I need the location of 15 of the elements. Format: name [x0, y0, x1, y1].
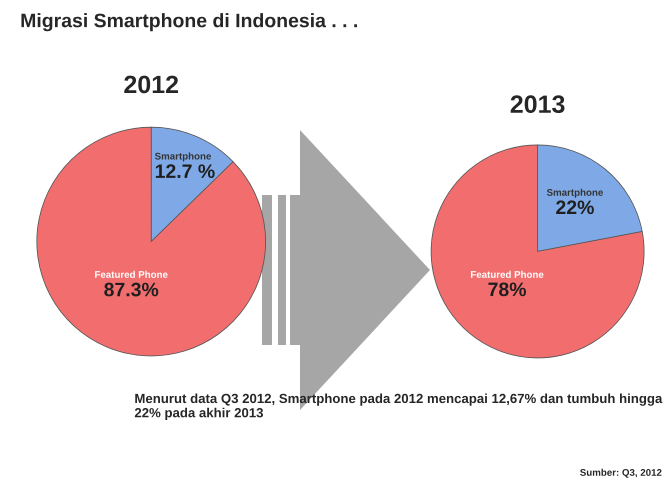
pie-slice [430, 144, 645, 358]
chart-title: 2012 [124, 76, 178, 94]
data-label: 78% [488, 282, 526, 296]
chart-title: 2013 [510, 95, 565, 114]
slice-label: Smartphone [154, 152, 212, 162]
slice-label: Featured Phone [470, 270, 544, 278]
pie-slice [36, 126, 266, 356]
text: Migrasi Smartphone di Indonesia . . . [21, 13, 357, 32]
slice-label: Smartphone [546, 188, 603, 198]
slice-label: Featured Phone [95, 270, 168, 278]
data-label: 22% [556, 200, 594, 214]
text: Sumber: Q3, 2012 [580, 468, 662, 478]
data-label: 12.7 % [156, 164, 215, 178]
text: Menurut data Q3 2012, Smartphone pada 2012 mencapai 12,67% dan tumbuh hingga 22% pada akhir 2013 [134, 393, 662, 420]
data-label: 87.3% [104, 282, 158, 296]
